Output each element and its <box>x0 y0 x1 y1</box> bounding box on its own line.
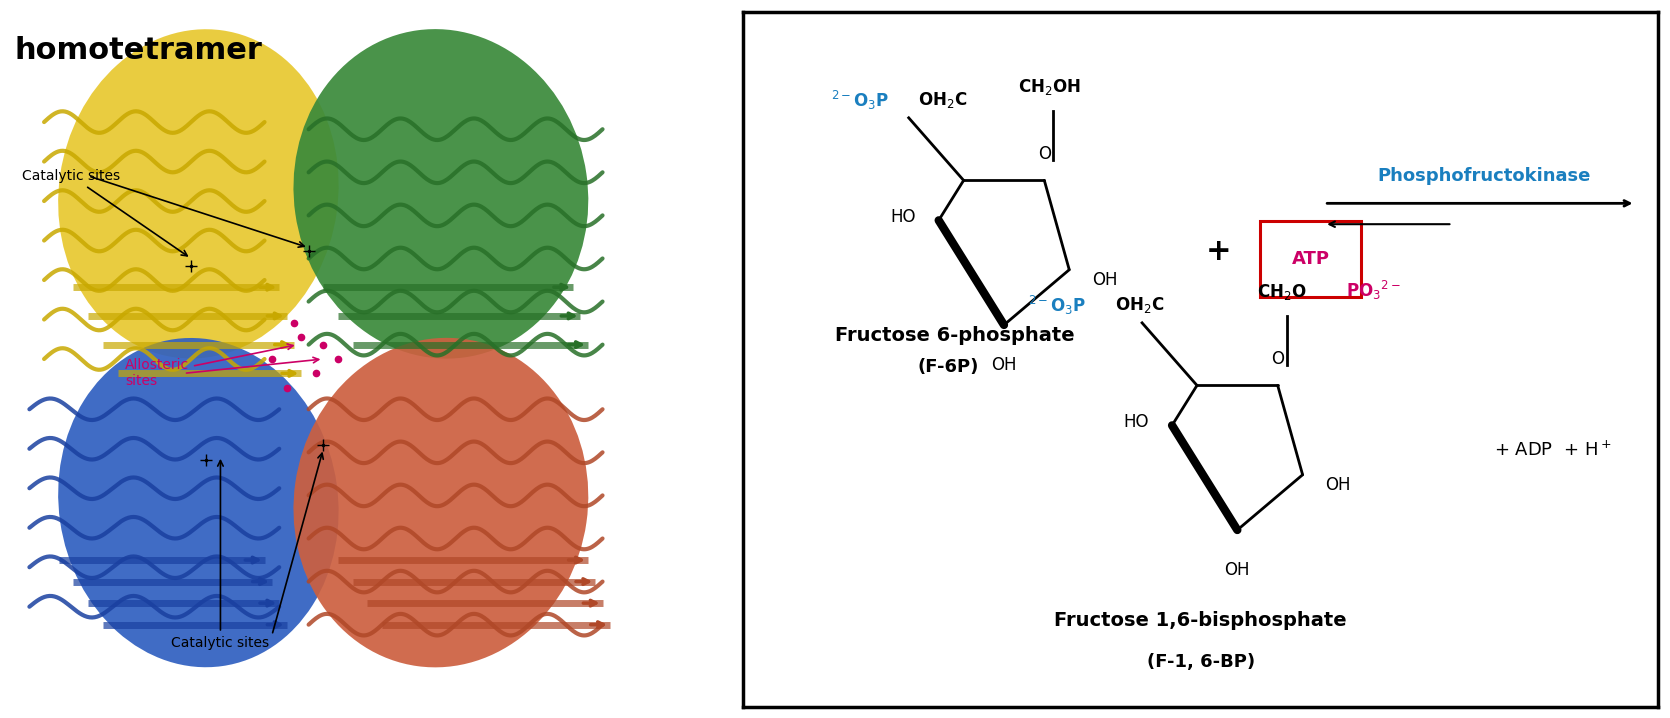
Ellipse shape <box>294 338 588 667</box>
Text: OH: OH <box>1326 476 1351 494</box>
Text: OH: OH <box>1224 561 1251 579</box>
FancyBboxPatch shape <box>1261 220 1361 297</box>
Text: Fructose 6-phosphate: Fructose 6-phosphate <box>835 326 1074 345</box>
Text: $^{2-}$O$_3$P: $^{2-}$O$_3$P <box>1027 294 1086 317</box>
Text: Phosphofructokinase: Phosphofructokinase <box>1378 167 1592 185</box>
Ellipse shape <box>294 29 588 358</box>
Ellipse shape <box>58 338 339 667</box>
Text: O: O <box>1271 350 1284 368</box>
Text: PO$_3$$^{2-}$: PO$_3$$^{2-}$ <box>1346 279 1401 302</box>
Text: +: + <box>1206 238 1232 266</box>
Text: CH$_2$OH: CH$_2$OH <box>1017 77 1080 97</box>
Text: + ADP  + H$^+$: + ADP + H$^+$ <box>1493 440 1612 460</box>
Text: OH: OH <box>1092 271 1117 289</box>
Text: (F-1, 6-BP): (F-1, 6-BP) <box>1147 653 1254 671</box>
Text: HO: HO <box>1124 413 1149 431</box>
Text: $^{2-}$O$_3$P: $^{2-}$O$_3$P <box>832 89 888 112</box>
Text: O: O <box>1037 145 1050 163</box>
Text: (F-6P): (F-6P) <box>917 358 979 376</box>
Text: Allosteric
sites: Allosteric sites <box>125 344 292 388</box>
Text: ATP: ATP <box>1291 250 1329 268</box>
Text: Catalytic sites: Catalytic sites <box>22 169 187 256</box>
Text: CH$_2$O: CH$_2$O <box>1258 282 1308 302</box>
Text: Catalytic sites: Catalytic sites <box>172 460 269 650</box>
Text: OH$_2$C: OH$_2$C <box>919 90 967 111</box>
Text: OH$_2$C: OH$_2$C <box>1114 296 1164 315</box>
Text: OH: OH <box>992 356 1017 374</box>
Ellipse shape <box>58 29 339 358</box>
Text: HO: HO <box>890 208 915 226</box>
Text: Fructose 1,6-bisphosphate: Fructose 1,6-bisphosphate <box>1054 611 1348 630</box>
Text: homotetramer: homotetramer <box>15 36 262 65</box>
